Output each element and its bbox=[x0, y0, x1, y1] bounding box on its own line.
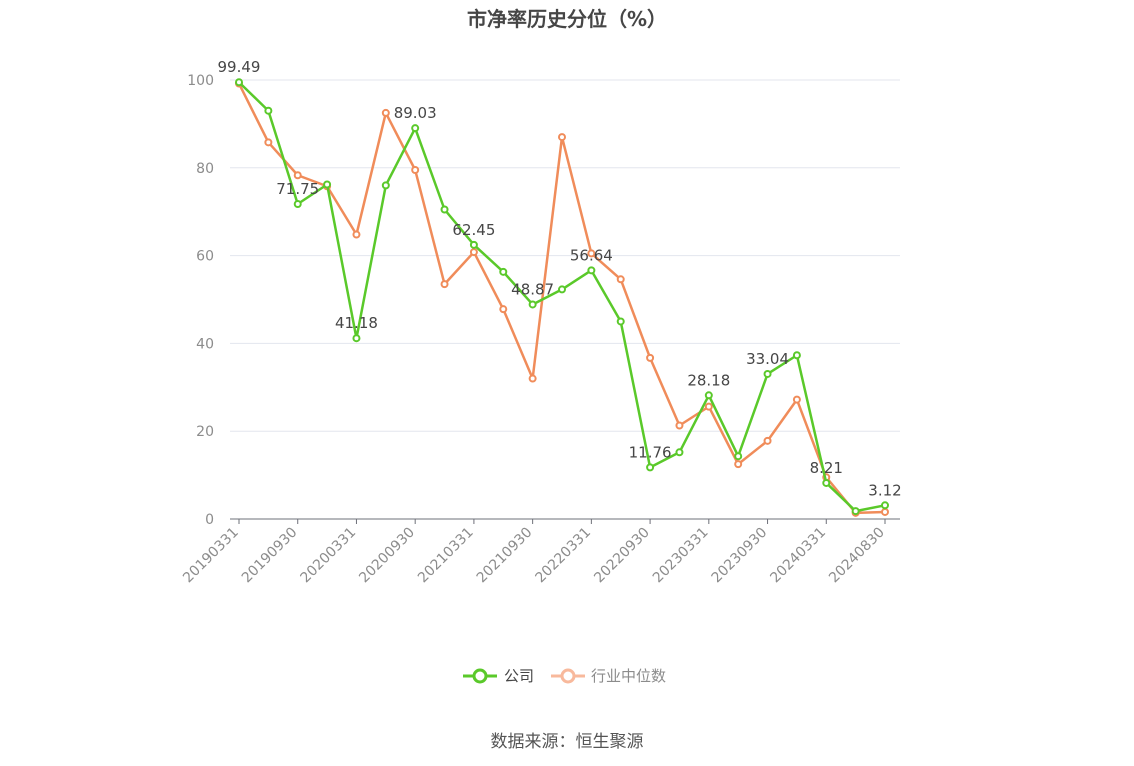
data-point[interactable] bbox=[792, 351, 801, 360]
data-point[interactable] bbox=[616, 317, 625, 326]
data-point[interactable] bbox=[587, 249, 596, 258]
data-point[interactable] bbox=[881, 507, 889, 516]
x-tick-label: 20200331 bbox=[298, 525, 360, 587]
data-label: 41.18 bbox=[335, 314, 378, 332]
data-point[interactable] bbox=[675, 421, 684, 430]
data-point[interactable] bbox=[881, 501, 889, 510]
data-point[interactable] bbox=[792, 395, 801, 404]
data-point[interactable] bbox=[528, 300, 537, 309]
data-point[interactable] bbox=[264, 138, 273, 147]
x-tick-label: 20190930 bbox=[239, 525, 301, 587]
source-text: 数据来源：恒生聚源 bbox=[491, 732, 644, 752]
series-company bbox=[235, 78, 889, 516]
data-point[interactable] bbox=[381, 108, 390, 117]
y-tick-label: 100 bbox=[187, 73, 214, 89]
legend-item-company[interactable]: 公司 bbox=[463, 667, 534, 685]
data-point[interactable] bbox=[352, 230, 361, 239]
data-point[interactable] bbox=[558, 133, 566, 142]
data-point[interactable] bbox=[763, 436, 772, 445]
data-label: 48.87 bbox=[511, 280, 554, 298]
data-point[interactable] bbox=[499, 267, 508, 276]
y-tick-label: 40 bbox=[196, 336, 214, 352]
data-label: 56.64 bbox=[570, 246, 613, 264]
data-point[interactable] bbox=[293, 171, 302, 180]
legend-label-industry-median: 行业中位数 bbox=[591, 667, 666, 685]
data-label: 3.12 bbox=[868, 481, 901, 499]
y-axis-ticks: 0 20 40 60 80 100 bbox=[187, 73, 214, 528]
data-point[interactable] bbox=[264, 106, 273, 115]
x-tick-label: 20200930 bbox=[356, 525, 418, 587]
x-axis: 2019033120190930202003312020093020210331… bbox=[180, 518, 900, 587]
data-point[interactable] bbox=[587, 266, 596, 275]
data-point[interactable] bbox=[734, 460, 743, 469]
legend-marker-industry-median bbox=[560, 668, 576, 684]
y-tick-label: 80 bbox=[196, 161, 214, 177]
data-point[interactable] bbox=[704, 391, 713, 400]
data-point[interactable] bbox=[440, 205, 449, 214]
data-labels: 99.49 71.75 41.18 89.03 62.45 48.87 56.64 11.76… bbox=[218, 58, 902, 499]
series-industry-median bbox=[235, 79, 889, 517]
data-point[interactable] bbox=[704, 402, 713, 411]
y-tick-label: 60 bbox=[196, 249, 214, 265]
data-point[interactable] bbox=[411, 165, 420, 174]
x-tick-label: 20240331 bbox=[767, 525, 829, 587]
data-point[interactable] bbox=[558, 285, 566, 294]
data-point[interactable] bbox=[646, 353, 655, 362]
data-point[interactable] bbox=[352, 334, 361, 343]
data-point[interactable] bbox=[235, 78, 243, 87]
x-tick-label: 20190331 bbox=[180, 525, 242, 587]
x-tick-label: 20220331 bbox=[532, 525, 594, 587]
series-group bbox=[235, 78, 889, 517]
x-tick-label: 20230930 bbox=[709, 525, 771, 587]
data-point[interactable] bbox=[411, 124, 420, 133]
x-tick-label: 20240830 bbox=[826, 525, 888, 587]
data-label: 89.03 bbox=[394, 104, 437, 122]
x-tick-label: 20220930 bbox=[591, 525, 653, 587]
data-point[interactable] bbox=[734, 452, 743, 461]
y-tick-label: 0 bbox=[205, 512, 214, 528]
data-point[interactable] bbox=[763, 369, 772, 378]
data-label: 8.21 bbox=[810, 459, 843, 477]
grid-lines bbox=[230, 79, 900, 432]
legend[interactable]: 公司 行业中位数 bbox=[463, 667, 666, 685]
x-tick-label: 20230331 bbox=[650, 525, 712, 587]
data-point[interactable] bbox=[469, 240, 478, 249]
data-label: 28.18 bbox=[687, 371, 730, 389]
data-point[interactable] bbox=[440, 280, 449, 289]
legend-marker-company bbox=[472, 668, 488, 684]
data-point[interactable] bbox=[851, 507, 860, 516]
data-label: 11.76 bbox=[629, 443, 672, 461]
data-point[interactable] bbox=[822, 478, 831, 487]
data-label: 99.49 bbox=[218, 58, 261, 76]
data-point[interactable] bbox=[528, 374, 537, 383]
y-tick-label: 20 bbox=[196, 424, 214, 440]
data-point[interactable] bbox=[646, 463, 655, 472]
x-tick-label: 20210331 bbox=[415, 525, 477, 587]
data-point[interactable] bbox=[616, 275, 625, 284]
x-tick-label: 20210930 bbox=[474, 525, 536, 587]
data-point[interactable] bbox=[381, 181, 390, 190]
series-line bbox=[237, 82, 886, 515]
data-point[interactable] bbox=[293, 200, 302, 209]
data-label: 62.45 bbox=[452, 221, 495, 239]
data-point[interactable] bbox=[499, 305, 508, 314]
chart-title: 市净率历史分位（%） bbox=[467, 7, 667, 31]
legend-item-industry-median[interactable]: 行业中位数 bbox=[551, 667, 666, 685]
data-label: 33.04 bbox=[746, 350, 789, 368]
data-point[interactable] bbox=[323, 180, 332, 189]
data-point[interactable] bbox=[469, 248, 478, 257]
data-point[interactable] bbox=[675, 448, 684, 457]
data-label: 71.75 bbox=[276, 180, 319, 198]
legend-label-company: 公司 bbox=[504, 667, 534, 685]
